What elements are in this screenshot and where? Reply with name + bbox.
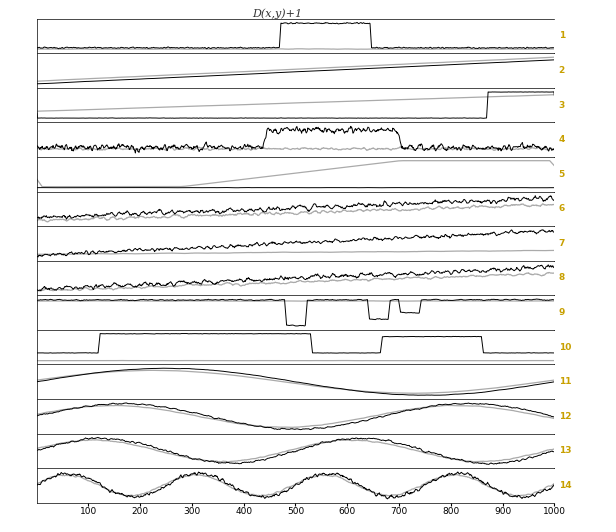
Text: 1: 1: [559, 31, 565, 40]
Text: 4: 4: [559, 135, 565, 144]
Text: 14: 14: [559, 481, 571, 490]
Text: 3: 3: [559, 101, 565, 110]
Text: 5: 5: [559, 170, 565, 179]
Text: 11: 11: [559, 377, 571, 386]
Text: 9: 9: [559, 308, 565, 317]
Text: 2: 2: [559, 66, 565, 75]
Text: 6: 6: [559, 204, 565, 213]
Text: D(x,y)+1: D(x,y)+1: [252, 8, 302, 19]
Text: 10: 10: [559, 343, 571, 352]
Text: 8: 8: [559, 273, 565, 282]
Text: 13: 13: [559, 446, 571, 455]
Text: 7: 7: [559, 239, 565, 248]
Text: 12: 12: [559, 412, 571, 421]
